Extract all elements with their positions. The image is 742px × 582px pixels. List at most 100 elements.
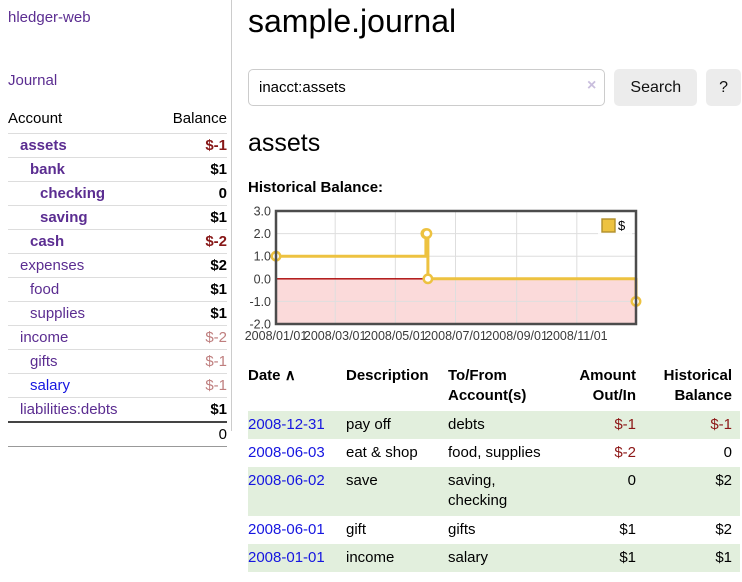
transaction-balance: $-1 — [710, 415, 732, 433]
account-link-checking[interactable]: checking — [40, 185, 106, 202]
register-header-date[interactable]: Date ∧ — [248, 362, 346, 411]
page-title: sample.journal — [248, 3, 457, 39]
account-heading: assets — [248, 129, 321, 157]
accounts-total-value: 0 — [154, 421, 227, 447]
date-header-label: Date — [248, 367, 281, 384]
help-button[interactable]: ? — [706, 69, 741, 106]
svg-text:2008/03/01: 2008/03/01 — [304, 329, 367, 343]
register-header-balance: Historical Balance — [663, 367, 732, 405]
account-row: cash $-2 — [8, 229, 227, 254]
svg-text:2.0: 2.0 — [254, 227, 271, 241]
account-balance: $-2 — [205, 329, 227, 346]
account-row: expenses $2 — [8, 253, 227, 278]
transaction-accounts: saving, checking — [448, 472, 508, 510]
account-balance: $-1 — [205, 137, 227, 154]
historical-balance-chart: $3.0 2.0 1.0 0.0 -1.0 -2.02008/01/012008/03/0… — [245, 205, 642, 343]
svg-text:2008/07/01: 2008/07/01 — [424, 329, 487, 343]
transaction-description: pay off — [346, 415, 391, 433]
account-link-assets[interactable]: assets — [20, 137, 67, 154]
account-balance: $1 — [210, 209, 227, 226]
register-row: 2008-12-31 pay off debts $-1 $-1 — [248, 410, 740, 439]
chart-label: Historical Balance: — [248, 179, 384, 196]
account-balance: $1 — [210, 161, 227, 178]
account-balance: $-2 — [205, 233, 227, 250]
search-button[interactable]: Search — [614, 69, 698, 106]
register-header-accounts: To/From Account(s) — [448, 367, 527, 405]
transaction-date-link[interactable]: 2008-06-02 — [248, 472, 325, 489]
sidebar: hledger-web Journal Account Balance asse… — [0, 0, 232, 447]
account-row: liabilities:debts $1 — [8, 397, 227, 423]
account-row: supplies $1 — [8, 301, 227, 326]
account-row: saving $1 — [8, 205, 227, 230]
account-link-liabilities-debts[interactable]: liabilities:debts — [20, 401, 118, 418]
svg-text:1.0: 1.0 — [254, 250, 271, 264]
transaction-amount: $-2 — [614, 443, 636, 461]
svg-text:2008/09/01: 2008/09/01 — [485, 329, 548, 343]
account-link-supplies[interactable]: supplies — [30, 305, 86, 322]
register-row: 2008-06-01 gift gifts $1 $2 — [248, 516, 740, 544]
transaction-date-link[interactable]: 2008-01-01 — [248, 548, 325, 566]
svg-text:2008/11/01: 2008/11/01 — [546, 329, 608, 343]
transaction-balance: $1 — [715, 548, 732, 566]
svg-text:2008/05/01: 2008/05/01 — [364, 329, 427, 343]
sort-ascending-icon: ∧ — [284, 367, 296, 384]
search-form: × Search ? — [248, 69, 741, 106]
account-link-income[interactable]: income — [20, 329, 69, 346]
account-row: checking 0 — [8, 181, 227, 206]
account-balance: $1 — [210, 401, 227, 418]
transaction-balance: 0 — [723, 443, 732, 461]
svg-text:$: $ — [618, 218, 626, 233]
account-row: assets $-1 — [8, 133, 227, 158]
sidebar-item-journal[interactable]: Journal — [8, 72, 58, 89]
transaction-balance: $2 — [715, 472, 732, 489]
transaction-amount: 0 — [627, 472, 636, 489]
transaction-amount: $1 — [619, 548, 636, 566]
transaction-amount: $-1 — [614, 415, 636, 433]
register-table: Date ∧ Description To/From Account(s) Am… — [248, 362, 740, 572]
accounts-total-row: 0 — [8, 421, 227, 447]
register-header-amount: Amount Out/In — [579, 367, 636, 405]
svg-text:-1.0: -1.0 — [249, 295, 271, 309]
svg-text:3.0: 3.0 — [254, 205, 271, 219]
register-header-row: Date ∧ Description To/From Account(s) Am… — [248, 362, 740, 411]
account-row: income $-2 — [8, 325, 227, 350]
clear-search-icon[interactable]: × — [587, 77, 597, 94]
account-balance: 0 — [218, 185, 227, 202]
search-input[interactable] — [248, 69, 606, 106]
transaction-accounts: salary — [448, 548, 489, 566]
transaction-description: gift — [346, 520, 367, 538]
account-link-expenses[interactable]: expenses — [20, 257, 85, 274]
transaction-date-link[interactable]: 2008-06-01 — [248, 520, 325, 538]
account-link-food[interactable]: food — [30, 281, 60, 298]
transaction-description: eat & shop — [346, 443, 418, 461]
svg-text:-2.0: -2.0 — [249, 318, 271, 332]
account-balance: $1 — [210, 281, 227, 298]
register-row: 2008-01-01 income salary $1 $1 — [248, 543, 740, 572]
account-row: bank $1 — [8, 157, 227, 182]
account-row: gifts $-1 — [8, 349, 227, 374]
app-title-link[interactable]: hledger-web — [8, 9, 91, 26]
transaction-amount: $1 — [619, 520, 636, 538]
accounts-table: Account Balance assets $-1 bank $1 check… — [8, 106, 227, 447]
account-link-cash[interactable]: cash — [30, 233, 65, 250]
account-link-gifts[interactable]: gifts — [30, 353, 58, 370]
transaction-description: income — [346, 548, 395, 566]
transaction-accounts: gifts — [448, 520, 476, 538]
account-row: salary $-1 — [8, 373, 227, 398]
register-row: 2008-06-02 save saving, checking 0 $2 — [248, 467, 740, 516]
transaction-date-link[interactable]: 2008-06-03 — [248, 443, 325, 461]
transaction-accounts: food, supplies — [448, 443, 541, 461]
account-link-bank[interactable]: bank — [30, 161, 66, 178]
svg-text:0.0: 0.0 — [254, 272, 271, 286]
transaction-accounts: debts — [448, 415, 485, 433]
account-link-salary[interactable]: salary — [30, 377, 71, 394]
register-header-description: Description — [346, 367, 429, 384]
transaction-balance: $2 — [715, 520, 732, 538]
account-link-saving[interactable]: saving — [40, 209, 88, 226]
transaction-description: save — [346, 472, 378, 489]
transaction-date-link[interactable]: 2008-12-31 — [248, 415, 325, 433]
register-row: 2008-06-03 eat & shop food, supplies $-2… — [248, 439, 740, 467]
main-content: sample.journal × Search ? assets Histori… — [232, 0, 742, 572]
account-balance: $1 — [210, 305, 227, 322]
